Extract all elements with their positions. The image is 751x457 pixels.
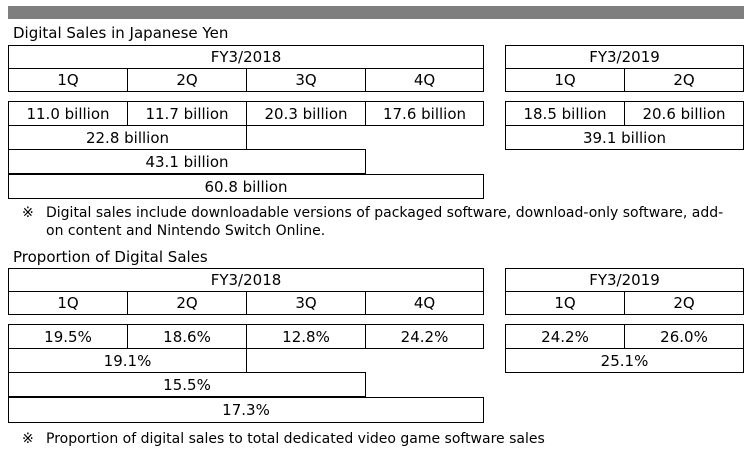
section-title-digital-sales: Digital Sales in Japanese Yen xyxy=(13,24,229,42)
fy2018-nine-month-total: 15.5% xyxy=(8,372,366,397)
fy2019-header: FY3/2019 xyxy=(505,45,744,69)
fy2018-q2-value: 18.6% xyxy=(127,324,247,349)
fy2018-q1-value: 11.0 billion xyxy=(8,101,128,126)
fy2019-q1-value: 24.2% xyxy=(505,324,625,349)
fy2018-h1-total: 19.1% xyxy=(8,348,247,373)
fy2018-q4-header: 4Q xyxy=(365,291,484,315)
fy2018-h1-total: 22.8 billion xyxy=(8,125,247,150)
fy2019-q1-header: 1Q xyxy=(505,291,625,315)
fy2018-q4-header: 4Q xyxy=(365,68,484,92)
fy2018-q4-value: 17.6 billion xyxy=(365,101,484,126)
note-mark: ※ xyxy=(22,205,34,221)
fy2018-q4-value: 24.2% xyxy=(365,324,484,349)
fy2019-q2-header: 2Q xyxy=(624,68,744,92)
fy2019-q1-header: 1Q xyxy=(505,68,625,92)
fy2018-q3-value: 12.8% xyxy=(246,324,366,349)
fy2018-q1-value: 19.5% xyxy=(8,324,128,349)
fy2018-nine-month-total: 43.1 billion xyxy=(8,149,366,174)
fy2019-h1-total: 25.1% xyxy=(505,348,744,373)
fy2019-q1-value: 18.5 billion xyxy=(505,101,625,126)
fy2019-q2-value: 26.0% xyxy=(624,324,744,349)
fy2018-full-year-total: 60.8 billion xyxy=(8,174,484,199)
fy2018-header: FY3/2018 xyxy=(8,45,484,69)
fy2018-full-year-total: 17.3% xyxy=(8,397,484,423)
header-bar xyxy=(8,6,744,19)
fy2019-header: FY3/2019 xyxy=(505,268,744,292)
proportion-note: Proportion of digital sales to total ded… xyxy=(46,431,545,447)
fy2018-q1-header: 1Q xyxy=(8,68,128,92)
fy2018-q3-header: 3Q xyxy=(246,68,366,92)
fy2018-q2-value: 11.7 billion xyxy=(127,101,247,126)
fy2018-q2-header: 2Q xyxy=(127,68,247,92)
fy2018-q1-header: 1Q xyxy=(8,291,128,315)
fy2019-h1-total: 39.1 billion xyxy=(505,125,744,150)
fy2018-header: FY3/2018 xyxy=(8,268,484,292)
fy2018-q3-header: 3Q xyxy=(246,291,366,315)
section-title-proportion: Proportion of Digital Sales xyxy=(13,248,208,266)
note-mark: ※ xyxy=(22,431,34,447)
fy2019-q2-header: 2Q xyxy=(624,291,744,315)
digital-sales-note: Digital sales include downloadable versi… xyxy=(46,205,724,239)
fy2018-q2-header: 2Q xyxy=(127,291,247,315)
fy2019-q2-value: 20.6 billion xyxy=(624,101,744,126)
fy2018-q3-value: 20.3 billion xyxy=(246,101,366,126)
